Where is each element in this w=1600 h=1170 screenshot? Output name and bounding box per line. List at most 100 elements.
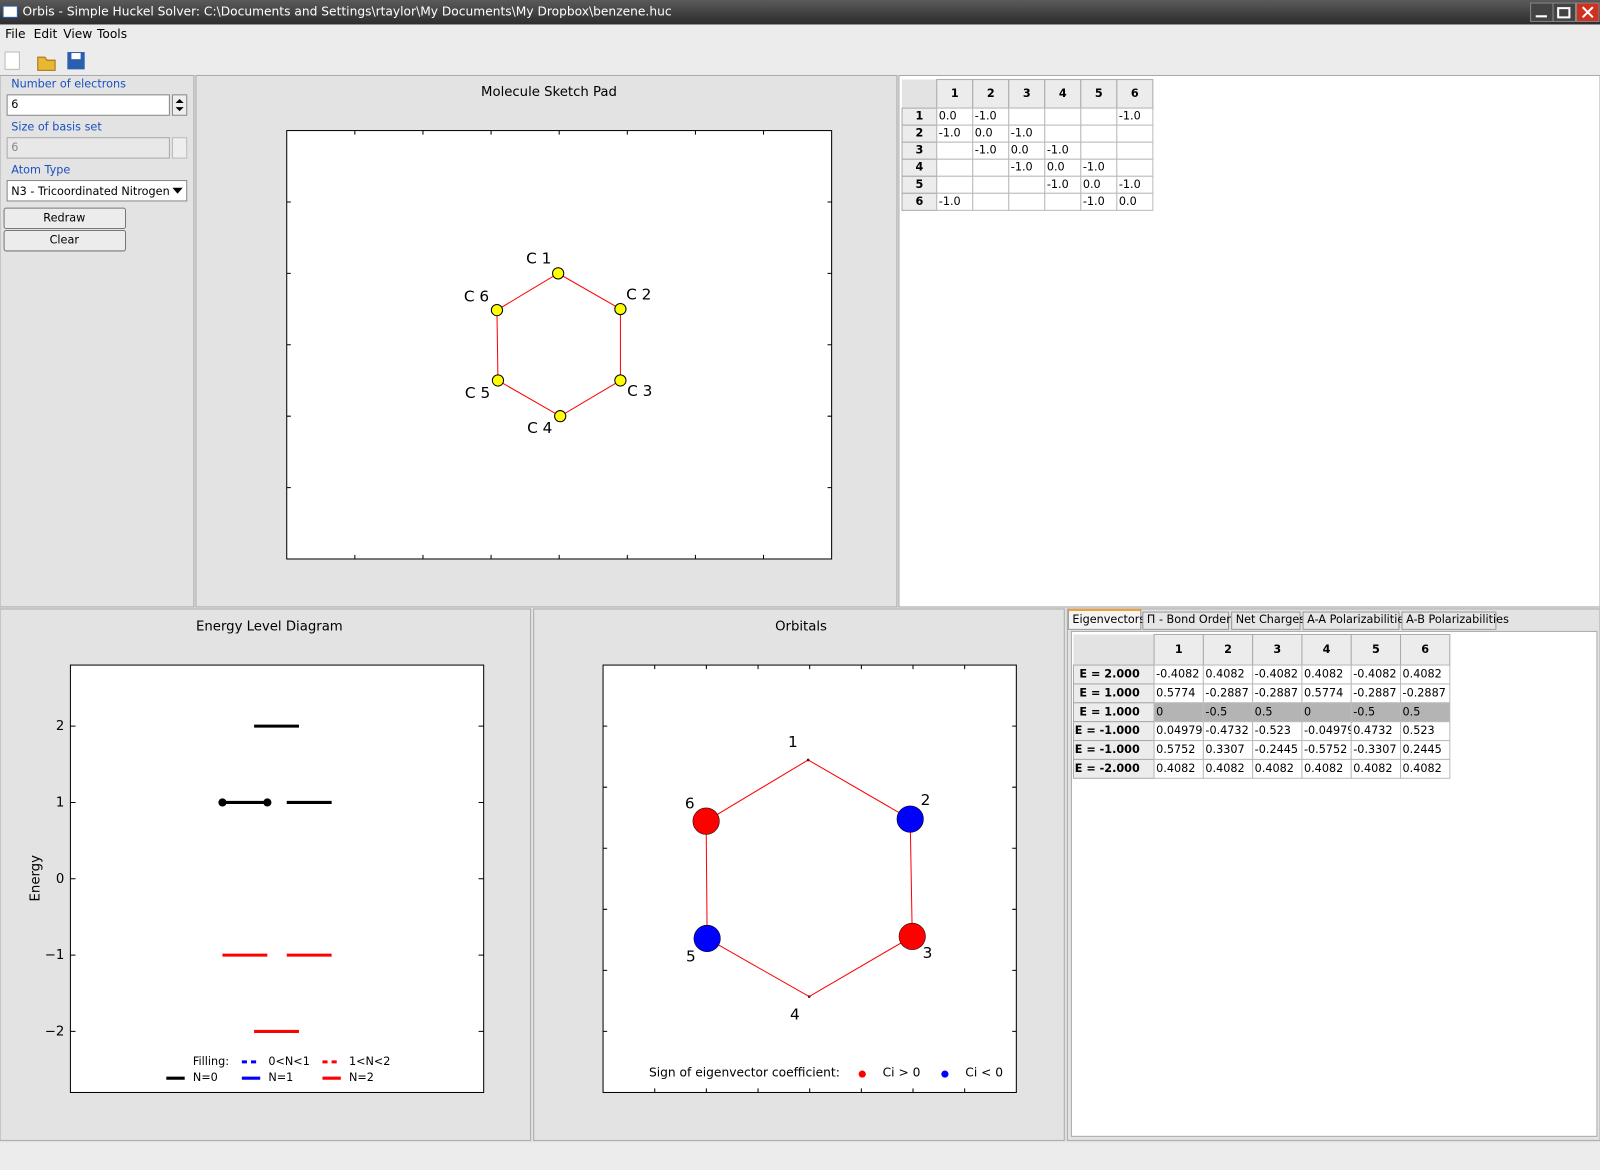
atom[interactable] [491, 374, 505, 387]
y-tick-label: 2 [56, 719, 64, 734]
column-header-label: 4 [1059, 87, 1067, 100]
minimize-button[interactable] [1530, 2, 1554, 22]
table-cell[interactable] [1008, 107, 1046, 126]
row-header-label: 2 [915, 127, 923, 140]
row-header-label: E = -1.000 [1075, 724, 1140, 737]
table-cell[interactable] [1008, 192, 1046, 211]
cell-value: -0.5 [1205, 705, 1227, 718]
atom[interactable] [490, 303, 504, 317]
level-marker [218, 798, 227, 807]
table-cell[interactable] [1116, 158, 1154, 177]
button[interactable] [3, 207, 127, 230]
spin-box[interactable] [171, 94, 188, 116]
column-header-label: 3 [1023, 87, 1031, 100]
cell-value: 0.0 [939, 110, 957, 123]
cell-value: 0.0 [1119, 195, 1137, 208]
atom-type-select[interactable] [6, 180, 188, 202]
y-axis-label: Energy [29, 855, 44, 902]
cell-value: 0.5774 [1156, 686, 1195, 699]
table-cell[interactable] [1080, 141, 1118, 160]
atom-label: 1 [788, 733, 798, 751]
table-cell[interactable] [936, 158, 974, 177]
table-cell[interactable] [1116, 124, 1154, 143]
atom[interactable] [614, 302, 627, 316]
row-header-label: E = 1.000 [1079, 705, 1140, 718]
electrons-input[interactable] [6, 94, 170, 116]
button[interactable] [3, 230, 127, 252]
tab-label: A-B Polarizabilities [1406, 613, 1509, 626]
column-header [1044, 79, 1082, 109]
cell-value: 0.5752 [1156, 743, 1195, 756]
save-icon-label [71, 53, 81, 60]
table-cell[interactable] [972, 192, 1010, 211]
table-cell[interactable] [1080, 124, 1118, 143]
table-cell[interactable] [936, 175, 974, 194]
cell-value: 0.4732 [1353, 724, 1392, 737]
maximize-button[interactable] [1552, 2, 1577, 22]
table-cell[interactable] [1044, 107, 1082, 126]
menu-item: View [63, 27, 92, 41]
atom[interactable] [554, 410, 567, 423]
table-cell[interactable] [972, 175, 1010, 194]
table-cell[interactable] [1116, 192, 1154, 211]
atom-label: C 1 [526, 250, 551, 268]
cell-value: -0.2445 [1255, 743, 1298, 756]
control-panel [0, 74, 195, 608]
row-header-label: 4 [915, 161, 923, 174]
table-cell[interactable] [936, 141, 974, 160]
cell-value: 0.2445 [1403, 743, 1442, 756]
plot-frame [69, 664, 485, 1093]
cell-value: -1.0 [1119, 110, 1141, 123]
column-header [936, 79, 974, 109]
column-header-label: 6 [1421, 643, 1429, 656]
atom-label: C 6 [464, 287, 489, 305]
cell-value: -1.0 [1011, 127, 1033, 140]
row-header-label: 3 [915, 144, 923, 157]
legend-label: N=1 [268, 1071, 293, 1084]
menu-bar [0, 24, 1600, 45]
cell-value: -0.2887 [1403, 686, 1446, 699]
cell-value: -0.2887 [1353, 686, 1396, 699]
table-cell[interactable] [972, 158, 1010, 177]
field-label: Atom Type [11, 163, 70, 176]
title-bar [0, 0, 1600, 25]
column-header-label: 6 [1131, 87, 1139, 100]
row-header-label: E = -2.000 [1075, 762, 1140, 775]
open-icon[interactable] [37, 56, 56, 71]
tab-label: Net Charges [1236, 613, 1306, 626]
status-bar [0, 1142, 1600, 1170]
table-cell[interactable] [1044, 192, 1082, 211]
atom[interactable] [552, 267, 565, 280]
field-label: Size of basis set [11, 121, 102, 134]
cell-value: 0.4082 [1156, 762, 1195, 775]
column-header [1202, 633, 1254, 666]
atom[interactable] [614, 374, 627, 387]
cell-value: 0.4082 [1205, 668, 1244, 681]
legend-label: Ci < 0 [965, 1066, 1003, 1080]
table-cell[interactable] [1080, 107, 1118, 126]
cell-value: -0.3307 [1353, 743, 1396, 756]
new-icon[interactable] [4, 51, 20, 70]
table-cell[interactable] [1008, 175, 1046, 194]
panel-title: Molecule Sketch Pad [481, 85, 617, 100]
tab[interactable] [1401, 611, 1497, 630]
cell-value: 0.4082 [1403, 762, 1442, 775]
cell-value: 0.5 [1255, 705, 1273, 718]
column-header [1080, 79, 1118, 109]
cell-value: -1.0 [1011, 161, 1033, 174]
tab[interactable] [1142, 611, 1230, 630]
tab[interactable] [1302, 611, 1400, 630]
table-cell[interactable] [1116, 141, 1154, 160]
cell-value: 0.0 [1047, 161, 1065, 174]
atom-label: C 3 [627, 382, 652, 400]
cell-value: 0.4082 [1353, 762, 1392, 775]
table-cell[interactable] [1044, 124, 1082, 143]
atom-label: 2 [921, 791, 931, 809]
column-header-label: 4 [1323, 643, 1331, 656]
y-tick-label: −2 [45, 1024, 65, 1039]
tab[interactable] [1231, 611, 1301, 630]
column-header-label: 5 [1372, 643, 1380, 656]
table-cell[interactable] [1400, 758, 1451, 779]
